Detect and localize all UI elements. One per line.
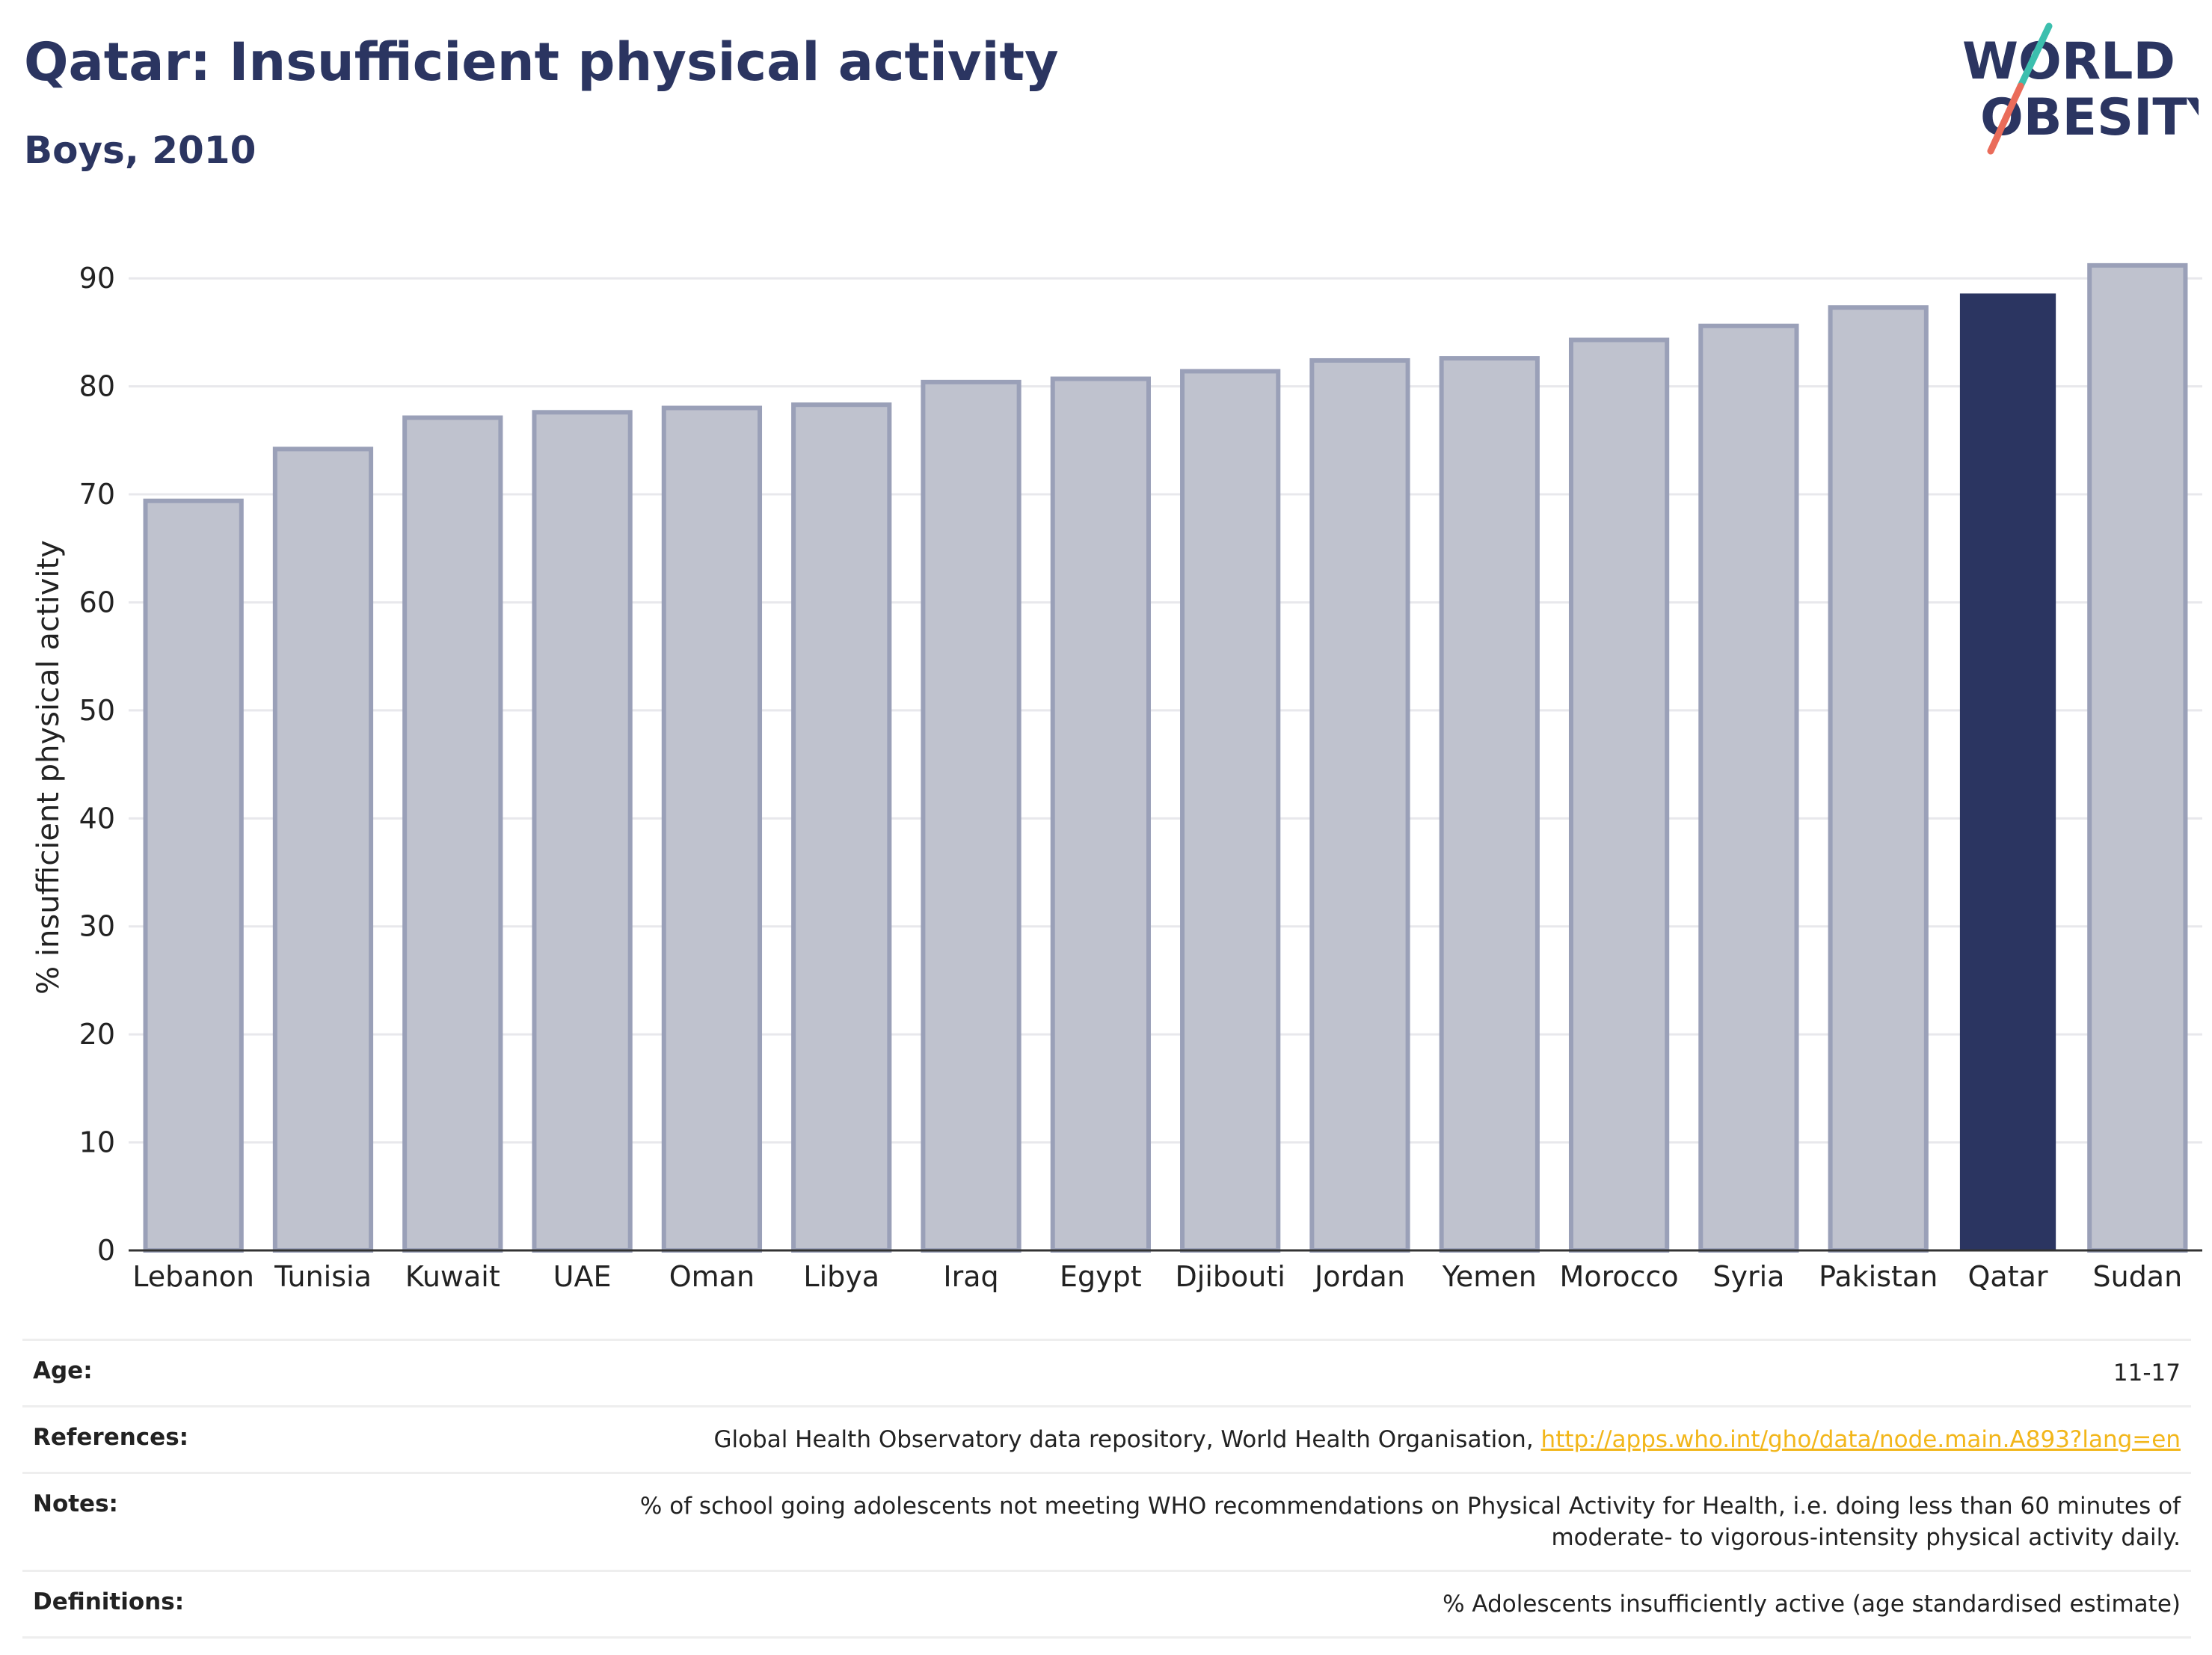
x-tick-label: Jordan bbox=[1313, 1260, 1405, 1293]
references-link[interactable]: http://apps.who.int/gho/data/node.main.A… bbox=[1540, 1426, 2181, 1453]
page-title: Qatar: Insufficient physical activity bbox=[24, 31, 1059, 93]
bars bbox=[143, 262, 2188, 1253]
x-tick-label: Yemen bbox=[1442, 1260, 1537, 1293]
y-axis-label: % insufficient physical activity bbox=[31, 540, 66, 995]
y-tick-label: 70 bbox=[79, 478, 115, 511]
y-tick-label: 40 bbox=[79, 802, 115, 835]
y-tick-label: 90 bbox=[79, 262, 115, 295]
definitions-value: % Adolescents insufficiently active (age… bbox=[223, 1570, 2191, 1639]
page-subtitle: Boys, 2010 bbox=[24, 129, 256, 172]
bar-iraq bbox=[921, 379, 1021, 1253]
x-tick-labels: Lebanon Tunisia Kuwait UAE Oman Libya Iraq Egyp… bbox=[132, 1260, 2182, 1293]
x-tick-label: UAE bbox=[553, 1260, 612, 1293]
x-tick-label: Qatar bbox=[1968, 1260, 2048, 1293]
y-tick-labels: 0 10 20 30 40 50 60 70 80 90 bbox=[79, 262, 115, 1267]
x-tick-label: Egypt bbox=[1060, 1260, 1142, 1293]
references-text: Global Health Observatory data repositor… bbox=[713, 1426, 1534, 1453]
x-tick-label: Pakistan bbox=[1819, 1260, 1938, 1293]
y-tick-label: 0 bbox=[97, 1234, 115, 1267]
x-tick-label: Sudan bbox=[2092, 1260, 2182, 1293]
bar-uae bbox=[532, 410, 633, 1253]
y-tick-label: 50 bbox=[79, 694, 115, 727]
bar-yemen bbox=[1439, 356, 1540, 1253]
notes-value: % of school going adolescents not meetin… bbox=[223, 1472, 2191, 1572]
logo-slash-coral bbox=[1987, 82, 2024, 155]
meta-row-definitions: Definitions: % Adolescents insufficientl… bbox=[22, 1570, 2191, 1639]
age-value: 11-17 bbox=[223, 1339, 2191, 1407]
x-tick-label: Libya bbox=[803, 1260, 879, 1293]
references-value: Global Health Observatory data repositor… bbox=[223, 1405, 2191, 1474]
bar-lebanon bbox=[143, 498, 244, 1253]
x-tick-label: Lebanon bbox=[132, 1260, 254, 1293]
meta-row-notes: Notes: % of school going adolescents not… bbox=[22, 1472, 2191, 1572]
bar-oman bbox=[661, 405, 763, 1253]
y-tick-label: 80 bbox=[79, 370, 115, 403]
meta-row-references: References: Global Health Observatory da… bbox=[22, 1405, 2191, 1474]
x-tick-label: Djibouti bbox=[1176, 1260, 1285, 1293]
y-tick-label: 20 bbox=[79, 1018, 115, 1051]
age-label: Age: bbox=[22, 1339, 223, 1407]
bar-pakistan bbox=[1828, 305, 1929, 1253]
x-tick-label: Tunisia bbox=[274, 1260, 372, 1293]
bar-djibouti bbox=[1180, 369, 1281, 1253]
bar-libya bbox=[791, 402, 892, 1253]
bar-sudan bbox=[2087, 262, 2188, 1253]
world-obesity-logo: WORLD OBESITY bbox=[1962, 22, 2199, 155]
y-tick-label: 10 bbox=[79, 1126, 115, 1159]
x-tick-label: Syria bbox=[1712, 1260, 1784, 1293]
references-label: References: bbox=[22, 1405, 223, 1474]
x-tick-label: Oman bbox=[669, 1260, 755, 1293]
bar-tunisia bbox=[272, 446, 374, 1253]
bar-kuwait bbox=[402, 415, 503, 1253]
notes-line1: % of school going adolescents not meetin… bbox=[639, 1493, 2181, 1520]
y-tick-label: 30 bbox=[79, 910, 115, 943]
meta-row-age: Age: 11-17 bbox=[22, 1339, 2191, 1407]
notes-line2: moderate- to vigorous-intensity physical… bbox=[1551, 1524, 2181, 1551]
bar-jordan bbox=[1309, 357, 1410, 1253]
bar-egypt bbox=[1050, 376, 1151, 1253]
bar-qatar bbox=[1959, 293, 2056, 1251]
bar-chart: 0 10 20 30 40 50 60 70 80 90 Lebanon Tunisia Kuwait… bbox=[31, 262, 2202, 1293]
definitions-label: Definitions: bbox=[22, 1570, 223, 1639]
notes-label: Notes: bbox=[22, 1472, 223, 1572]
bar-syria bbox=[1698, 323, 1799, 1253]
x-tick-label: Iraq bbox=[943, 1260, 998, 1293]
x-tick-label: Morocco bbox=[1560, 1260, 1679, 1293]
y-tick-label: 60 bbox=[79, 586, 115, 618]
logo-slash-teal bbox=[2017, 22, 2053, 90]
logo-line1: WORLD bbox=[1962, 32, 2175, 91]
x-tick-label: Kuwait bbox=[405, 1260, 500, 1293]
bar-morocco bbox=[1568, 337, 1670, 1253]
metadata-table: Age: 11-17 References: Global Health Obs… bbox=[22, 1339, 2191, 1639]
